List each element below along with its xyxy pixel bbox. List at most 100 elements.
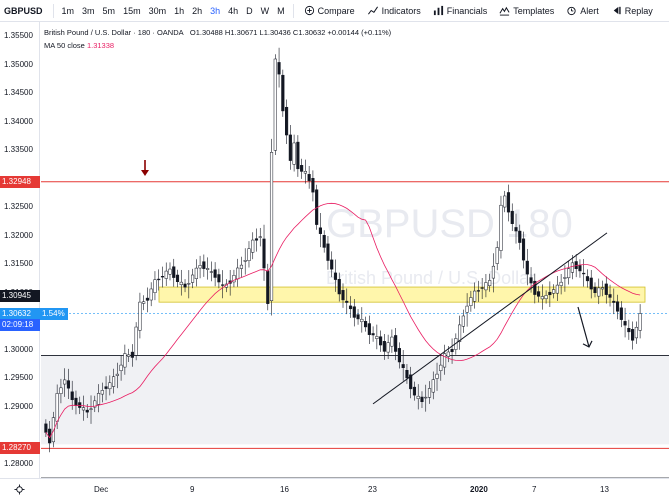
last-change-label: 1.54% <box>40 307 68 320</box>
candle-body <box>379 336 383 346</box>
candle-body <box>488 280 492 286</box>
watermark-symbol: GBPUSD 180 <box>326 202 573 246</box>
symbol-search[interactable]: GBPUSD <box>4 5 43 16</box>
candle-body <box>593 286 597 293</box>
price-tick: 1.34500 <box>4 88 33 98</box>
candle-body <box>81 407 86 411</box>
candle-body <box>480 287 484 289</box>
candle-body <box>258 236 262 238</box>
price-tick: 1.28000 <box>4 458 33 468</box>
chart-pane[interactable]: GBPUSD 180 British Pound / U.S. Dollar <box>41 22 669 478</box>
candle-body <box>236 267 240 280</box>
candle-body <box>348 305 353 310</box>
candle-body <box>153 279 157 293</box>
price-tick: 1.34000 <box>4 116 33 126</box>
price-tick: 1.29000 <box>4 401 33 411</box>
toolbar-divider <box>52 3 54 18</box>
replay-button[interactable]: Replay <box>605 5 659 16</box>
timeframe-D[interactable]: D <box>246 5 253 16</box>
candle-body <box>145 297 149 301</box>
candle-body <box>172 266 176 278</box>
candle-body <box>563 277 567 279</box>
candle-body <box>330 259 334 270</box>
price-axis[interactable]: 1.35500 1.35000 1.34500 1.34000 1.33500 1.325… <box>0 22 68 478</box>
alert-label: Alert <box>580 5 599 16</box>
timeframe-2h[interactable]: 2h <box>192 5 203 16</box>
settings-icon[interactable] <box>14 484 25 495</box>
compare-icon <box>304 5 314 16</box>
compare-button[interactable]: Compare <box>298 5 361 16</box>
candle-body <box>638 313 642 331</box>
price-tick: 1.33500 <box>4 145 33 155</box>
candle-body <box>525 260 529 275</box>
time-axis[interactable]: Dec 9 16 23 2020 7 13 <box>0 478 669 500</box>
ma-value: 1.31338 <box>86 41 115 50</box>
ma-label[interactable]: MA 50 close <box>44 41 85 50</box>
financials-button[interactable]: Financials <box>427 5 494 16</box>
candle-body <box>600 287 605 290</box>
candle-body <box>552 289 556 294</box>
candle-body <box>269 152 274 301</box>
candle-body <box>232 275 236 283</box>
timeframe-1h[interactable]: 1h <box>174 5 185 16</box>
timeframe-3h[interactable]: 3h <box>210 5 221 16</box>
candle-body <box>375 336 379 339</box>
timeframe-3m[interactable]: 3m <box>82 5 95 16</box>
candle-body <box>74 397 78 406</box>
countdown-label: 02:09:18 <box>0 319 40 332</box>
candle-body <box>337 279 341 295</box>
candle-body <box>544 295 548 300</box>
timeframe-4h[interactable]: 4h <box>228 5 239 16</box>
legend-ohlc: O1.30488 H1.30671 L1.30436 C1.30632 +0.0… <box>189 28 392 37</box>
candle-body <box>307 174 311 182</box>
candle-body <box>363 321 368 328</box>
financials-label: Financials <box>446 5 488 16</box>
indicators-button[interactable]: Indicators <box>361 5 427 16</box>
candle-body <box>134 326 138 356</box>
timeframe-15m[interactable]: 15m <box>123 5 141 16</box>
templates-label: Templates <box>513 5 555 16</box>
alert-button[interactable]: Alert <box>560 5 605 16</box>
timeframe-5m[interactable]: 5m <box>102 5 116 16</box>
candle-body <box>510 210 514 224</box>
candle-body <box>85 409 89 413</box>
candle-body <box>439 364 443 371</box>
candle-body <box>394 335 398 352</box>
timeframe-M[interactable]: M <box>277 5 285 16</box>
replay-icon <box>613 6 621 15</box>
price-chart[interactable]: GBPUSD 180 British Pound / U.S. Dollar <box>41 22 669 478</box>
price-tick: 1.35000 <box>4 59 33 69</box>
projection-arrow-head <box>582 340 593 348</box>
candle-body <box>194 267 198 279</box>
templates-button[interactable]: Templates <box>493 5 560 16</box>
candle-body <box>367 323 371 335</box>
last-price-label: 1.30632 <box>0 307 40 320</box>
candle-body <box>202 261 206 269</box>
candle-body <box>247 248 251 261</box>
candle-body <box>190 274 195 283</box>
candle-body <box>382 341 386 352</box>
toolbar-divider <box>292 3 294 18</box>
candle-body <box>326 243 330 261</box>
timeframe-1m[interactable]: 1m <box>61 5 75 16</box>
candle-body <box>198 265 202 269</box>
candle-body <box>476 290 480 292</box>
timeframe-30m[interactable]: 30m <box>148 5 167 16</box>
candle-body <box>555 284 559 294</box>
candle-body <box>138 301 142 331</box>
candle-body <box>585 276 590 282</box>
candle-body <box>537 291 541 297</box>
timeframe-W[interactable]: W <box>260 5 270 16</box>
legend-title: British Pound / U.S. Dollar · 180 · OAND… <box>44 28 184 37</box>
candle-body <box>521 238 526 261</box>
candle-body <box>619 307 623 320</box>
candle-body <box>540 296 544 300</box>
candle-body <box>243 260 247 262</box>
time-tick: 2020 <box>470 485 488 494</box>
candle-body <box>292 142 296 165</box>
candle-body <box>356 314 360 320</box>
ma50-line <box>45 202 641 439</box>
candle-body <box>108 382 112 390</box>
candle-body <box>412 386 417 396</box>
price-tick: 1.31500 <box>4 259 33 269</box>
